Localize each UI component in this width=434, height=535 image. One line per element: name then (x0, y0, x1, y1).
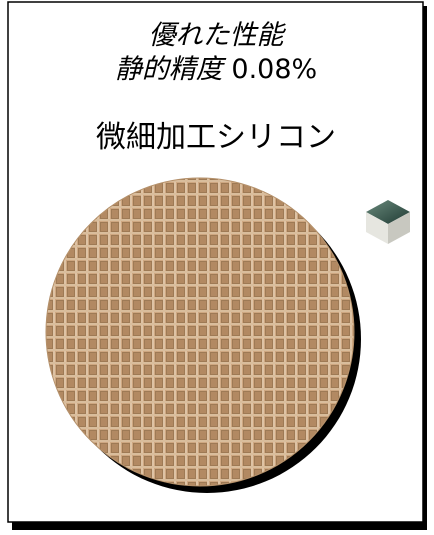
heading-line2: 静的精度 0.08% (8, 56, 424, 83)
chip (366, 200, 410, 244)
wafer (45, 177, 355, 487)
wafer-sheen (46, 178, 354, 486)
heading-line1: 優れた性能 (148, 20, 284, 51)
accuracy-label: 静的精度 (114, 54, 223, 85)
subtitle: 微細加工シリコン (96, 120, 336, 155)
accuracy-value: 0.08% (231, 54, 318, 85)
